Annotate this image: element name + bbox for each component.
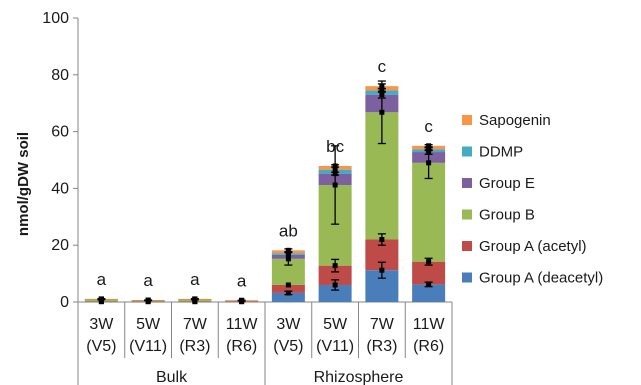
y-tick-label: 60 — [51, 124, 69, 141]
x-tick-label: 7W — [183, 316, 208, 333]
significance-letter: a — [97, 270, 107, 289]
bar-segment-group-b — [412, 162, 446, 262]
legend-label: Group B — [479, 207, 535, 224]
y-tick-label: 0 — [60, 294, 69, 311]
bar-segment-group-a-deacetyl- — [271, 292, 305, 302]
legend-swatch — [462, 209, 472, 220]
y-axis-label: nmol/gDW soil — [15, 132, 32, 236]
y-tick-label: 40 — [51, 180, 69, 197]
significance-letter: c — [424, 117, 433, 136]
legend-label: DDMP — [479, 144, 523, 161]
error-bar-marker — [145, 297, 151, 303]
x-tick-sublabel: (R6) — [226, 338, 257, 355]
legend-swatch — [462, 241, 472, 251]
x-tick-label: 11W — [226, 316, 259, 333]
x-tick-label: 5W — [136, 316, 161, 333]
x-tick-label: 7W — [370, 316, 395, 333]
significance-letter: ab — [279, 221, 298, 240]
bar-layer — [84, 86, 446, 303]
legend-label: Sapogenin — [479, 112, 551, 129]
legend-swatch — [462, 178, 472, 188]
group-label: Bulk — [156, 369, 188, 385]
bar-segment-group-a-acetyl- — [412, 261, 446, 285]
bar-segment-group-a-deacetyl- — [412, 284, 446, 302]
x-tick-sublabel: (V5) — [86, 338, 116, 355]
label-layer: nmol/gDW soil a a a a ab bc c c 3W (V5) 5W (V11) 7W (… — [15, 57, 445, 385]
significance-letter: a — [237, 271, 247, 290]
y-tick-label: 20 — [51, 237, 69, 254]
bar-segment-group-a-acetyl- — [318, 265, 352, 285]
legend-swatch — [462, 146, 472, 157]
legend-swatch — [462, 272, 472, 283]
bar-segment-group-a-deacetyl- — [318, 284, 352, 302]
significance-letter: c — [378, 57, 387, 76]
x-tick-sublabel: (R3) — [179, 338, 210, 355]
group-label: Rhizosphere — [314, 369, 404, 385]
legend-label: Group A (deacetyl) — [479, 270, 603, 287]
legend: Sapogenin DDMP Group E Group B Group A (acet… — [462, 112, 603, 287]
x-tick-sublabel: (R3) — [366, 338, 397, 355]
y-tick-label: 80 — [51, 67, 69, 84]
error-bar-marker — [192, 296, 198, 302]
error-bar-layer — [97, 80, 433, 305]
significance-letter: a — [190, 270, 200, 289]
x-tick-sublabel: (V5) — [273, 338, 303, 355]
error-bar-marker — [98, 296, 104, 302]
bar-segment-group-a-acetyl- — [271, 284, 305, 293]
legend-swatch — [462, 115, 472, 125]
x-tick-label: 5W — [323, 316, 348, 333]
x-tick-sublabel: (V11) — [316, 338, 354, 355]
y-tick-label: 100 — [42, 10, 69, 27]
legend-label: Group A (acetyl) — [479, 238, 587, 255]
error-bar-marker — [285, 250, 291, 256]
x-tick-label: 11W — [413, 316, 446, 333]
significance-letter: bc — [326, 137, 344, 156]
error-bar-marker — [332, 167, 338, 173]
x-tick-sublabel: (V11) — [129, 338, 167, 355]
x-tick-label: 3W — [89, 316, 114, 333]
error-bar-marker — [239, 297, 245, 303]
x-tick-label: 3W — [276, 316, 301, 333]
x-tick-sublabel: (R6) — [413, 338, 444, 355]
error-bar-marker — [285, 282, 291, 288]
legend-label: Group E — [479, 175, 535, 192]
significance-letter: a — [143, 271, 153, 290]
